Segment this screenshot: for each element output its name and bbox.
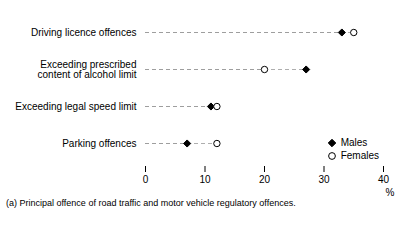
svg-text:Driving licence offences: Driving licence offences	[31, 27, 136, 38]
svg-text:0: 0	[143, 174, 149, 185]
svg-text:%: %	[386, 187, 395, 198]
html-text:Females: Females	[340, 150, 379, 161]
svg-text:Exceeding prescribedcontent of: Exceeding prescribedcontent of alcohol l…	[38, 59, 137, 80]
svg-text:20: 20	[259, 174, 271, 185]
html-text:Males: Males	[340, 137, 368, 148]
svg-text:40: 40	[378, 174, 390, 185]
svg-text:10: 10	[199, 174, 211, 185]
svg-text:Parking offences: Parking offences	[62, 138, 136, 149]
html-text:(a) Principal offence of road: (a) Principal offence of road traffic an…	[6, 198, 296, 208]
svg-text:Exceeding legal speed limit: Exceeding legal speed limit	[15, 101, 136, 112]
svg-text:30: 30	[318, 174, 330, 185]
